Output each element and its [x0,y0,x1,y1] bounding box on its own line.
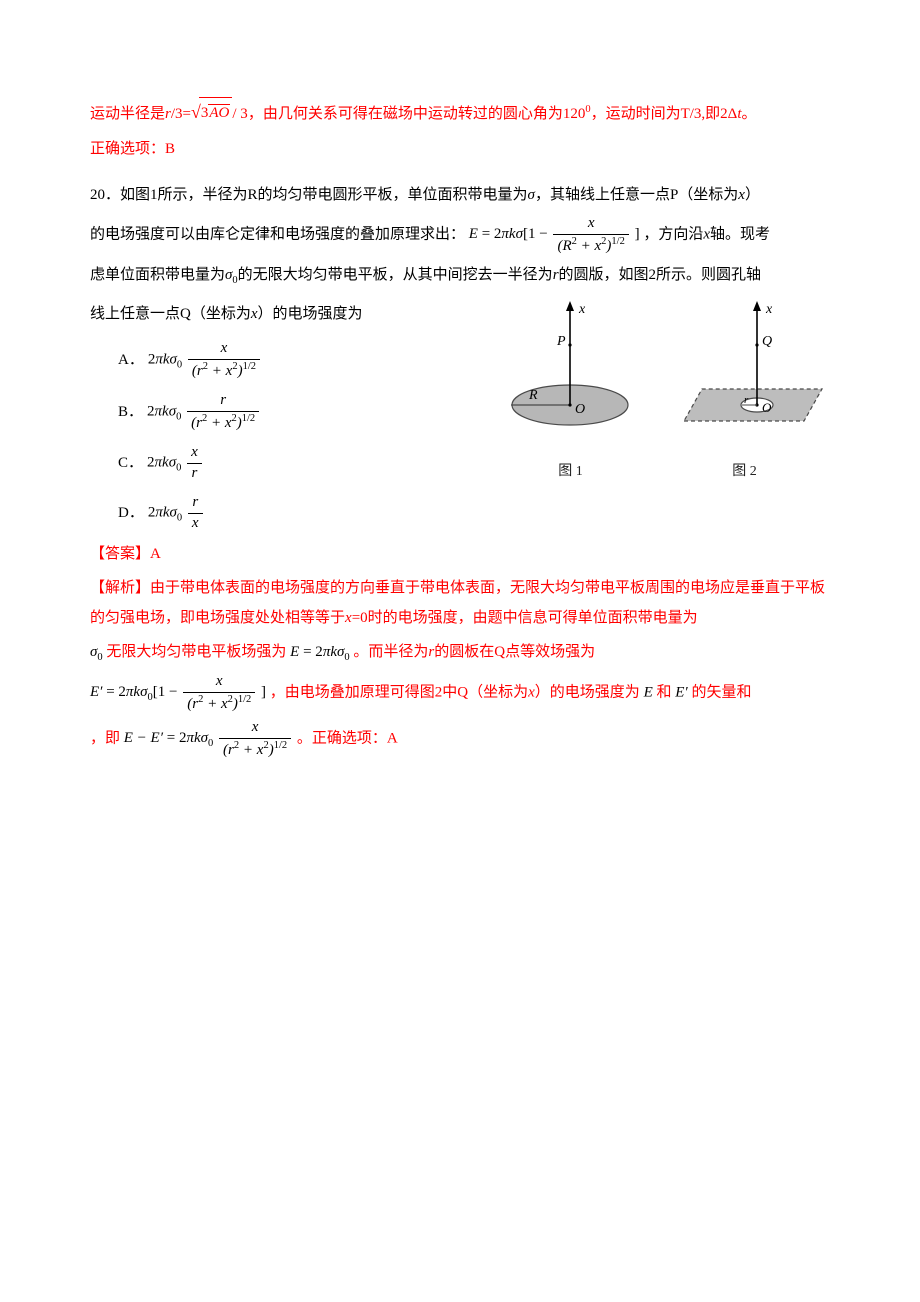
intro-text-1c: / 3 [232,106,247,122]
figure-2-svg: Q r O x [662,295,827,445]
q20-row-options-figure: 线上任意一点Q（坐标为x）的电场强度为 A． 2πkσ0 x(r2 + x2)1… [90,295,830,543]
analysis-line2: σ0 无限大均匀带电平板场强为 E = 2πkσ0 。而半径为r的圆板在Q点等效… [90,637,830,668]
svg-text:P: P [556,334,566,349]
formula-C: 2πkσ0 xr [147,443,204,483]
q-text-4a: 线上任意一点Q（坐标为 [90,306,251,322]
q-text-3b: 的无限大均匀带电平板，从其中间挖去一半径为 [238,267,553,283]
q20-line1: 20．如图1所示，半径为R的均匀带电圆形平板，单位面积带电量为σ，其轴线上任意一… [90,180,830,210]
sqrt-3ao: √3AO [191,94,232,130]
analysis-2b: 。而半径为 [353,644,428,660]
var-x-an: x [345,610,352,626]
svg-text:r: r [744,394,749,406]
q-text-1b: ，其轴线上任意一点P（坐标为 [535,187,738,203]
q-text-1a: 如图1所示，半径为R的均匀带电圆形平板，单位面积带电量为 [120,187,528,203]
figure-block: P R O x 图 1 Q r [490,295,830,486]
svg-text:O: O [762,400,772,415]
analysis-4a: ，即 [90,730,120,746]
options-block: A． 2πkσ0 x(r2 + x2)1/2 B． 2πkσ0 r(r2 + x… [118,339,484,533]
q-text-1c: ） [745,187,760,203]
analysis-line4: ，即 E − E′ = 2πkσ0 x(r2 + x2)1/2 。正确选项：A [90,718,830,760]
analysis-4b: 。正确选项：A [297,730,398,746]
svg-text:O: O [575,402,585,417]
q20-line4: 线上任意一点Q（坐标为x）的电场强度为 [90,299,484,329]
sigma: σ [528,187,535,203]
fig1-caption: 图 1 [493,458,648,486]
svg-text:x: x [765,302,773,317]
analysis-line3: E′ = 2πkσ0[1 − x(r2 + x2)1/2 ] ，由电场叠加原理可… [90,672,830,714]
analysis-1b: =0时的电场强度，由题中信息可得单位面积带电量为 [352,610,698,626]
formula-Eprime: E′ = 2πkσ0[1 − x(r2 + x2)1/2 ] [90,684,270,700]
q-text-3c: 的圆版，如图2所示。则圆孔轴 [559,267,762,283]
answer-label: 【答案】 [90,546,150,562]
intro-text-2: ，由几何关系可得在磁场中运动转过的圆心角为120 [248,106,586,122]
intro-text-1b: /3= [171,106,191,122]
q-text-2a: 的电场强度可以由库仑定律和电场强度的叠加原理求出： [90,226,465,242]
analysis-3a: ，由电场叠加原理可得图2中Q（坐标为 [270,684,528,700]
var-x4: x [528,684,535,700]
intro-line-1: 运动半径是r/3=√3AO/ 3，由几何关系可得在磁场中运动转过的圆心角为120… [90,94,830,130]
var-x3: x [251,306,258,322]
svg-text:R: R [528,388,538,403]
intro-line-2: 正确选项：B [90,134,830,164]
analysis-2a: 无限大均匀带电平板场强为 [106,644,286,660]
svg-text:Q: Q [762,334,772,349]
figure-1-svg: P R O x [493,295,648,445]
option-A: A． 2πkσ0 x(r2 + x2)1/2 [118,339,484,381]
formula-final: E − E′ = 2πkσ0 x(r2 + x2)1/2 [124,730,297,746]
answer-value: A [150,546,161,562]
var-Eprime: E′ [675,684,687,700]
sigma0-2: σ0 [90,644,103,660]
option-B: B． 2πkσ0 r(r2 + x2)1/2 [118,391,484,433]
q20-line3: 虑单位面积带电量为σ0的无限大均匀带电平板，从其中间挖去一半径为r的圆版，如图2… [90,260,830,291]
q-text-4b: ）的电场强度为 [258,306,363,322]
var-x1: x [738,187,745,203]
formula-E: E = 2πkσ[1 − x(R2 + x2)1/2 ] [469,226,644,242]
option-D: D． 2πkσ0 rx [118,493,484,533]
intro-text-3: ，运动时间为T/3,即2Δ [591,106,738,122]
formula-A: 2πkσ0 x(r2 + x2)1/2 [148,339,262,381]
option-C: C． 2πkσ0 xr [118,443,484,483]
sigma0-1: σ0 [225,267,238,283]
q-text-2c: 轴。现考 [710,226,770,242]
analysis-3c: 和 [656,684,671,700]
analysis-label: 【解析】 [90,580,150,596]
analysis-line1: 【解析】由于带电体表面的电场强度的方向垂直于带电体表面，无限大均匀带电平板周围的… [90,573,830,633]
formula-B: 2πkσ0 r(r2 + x2)1/2 [147,391,261,433]
answer-line: 【答案】A [90,539,830,569]
var-E: E [644,684,653,700]
svg-text:x: x [578,302,586,317]
formula-E2: E = 2πkσ0 [290,644,349,660]
q-text-3a: 虑单位面积带电量为 [90,267,225,283]
analysis-3d: 的矢量和 [691,684,751,700]
q-number: 20． [90,187,120,203]
formula-D: 2πkσ0 rx [148,493,205,533]
q-text-2b: ，方向沿 [643,226,703,242]
analysis-2c: 的圆板在Q点等效场强为 [434,644,595,660]
q20-line2: 的电场强度可以由库仑定律和电场强度的叠加原理求出： E = 2πkσ[1 − x… [90,214,830,256]
intro-text-4: 。 [741,106,756,122]
analysis-3b: ）的电场强度为 [535,684,640,700]
fig2-caption: 图 2 [662,458,827,486]
intro-text-1a: 运动半径是 [90,106,165,122]
